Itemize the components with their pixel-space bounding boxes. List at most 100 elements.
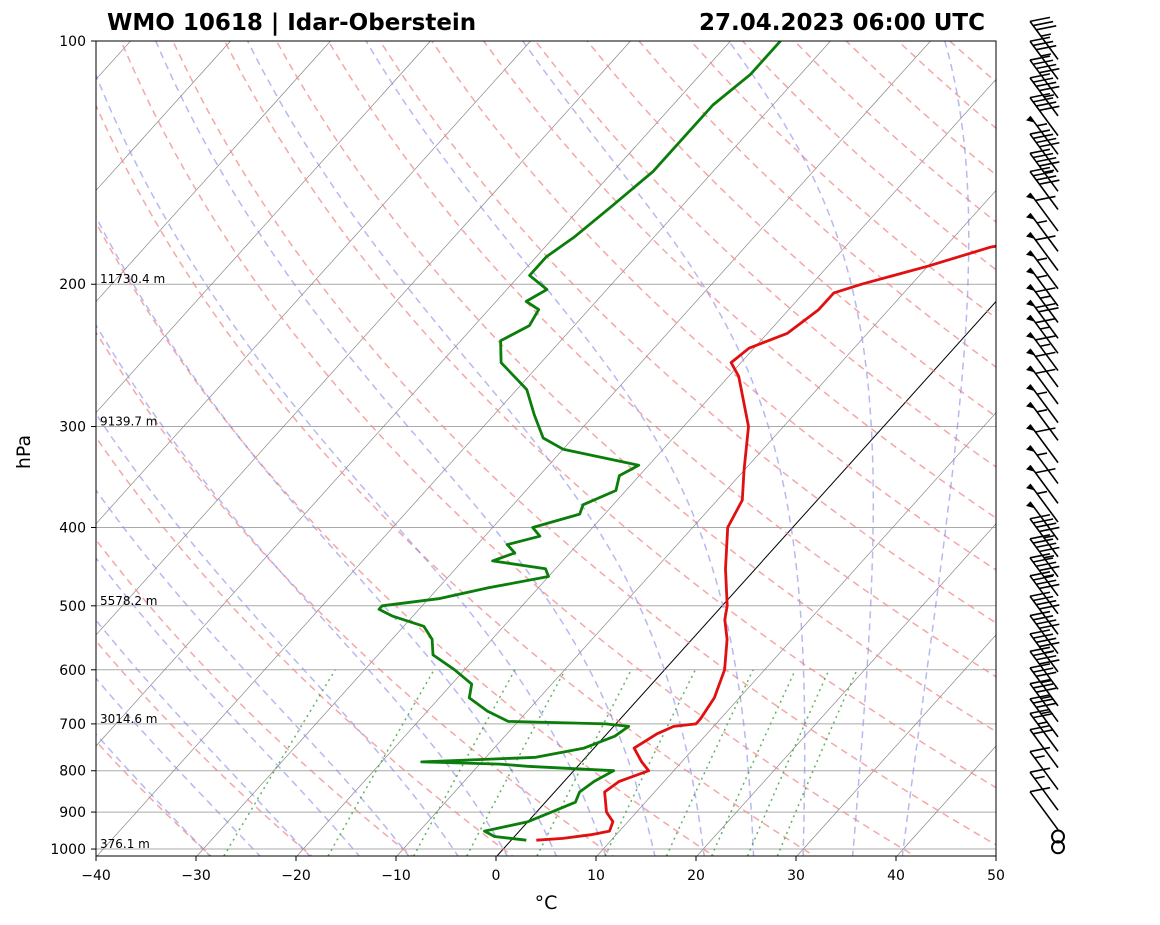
wind-barb <box>1026 115 1059 155</box>
isotherm-line <box>796 634 996 856</box>
barb-full <box>1035 467 1056 474</box>
dry-adiabat-line <box>327 41 996 678</box>
calm-circle <box>1051 829 1065 844</box>
dry-adiabat-line <box>275 41 996 733</box>
barb-full <box>1036 156 1057 163</box>
y-tick-label: 600 <box>59 663 86 679</box>
dry-adiabat-line <box>96 436 514 856</box>
moist-adiabat-line <box>155 41 656 856</box>
plot-frame <box>95 40 997 857</box>
barb-half <box>1040 33 1052 37</box>
dry-adiabat-line <box>690 41 996 320</box>
barb-staff <box>1029 667 1059 707</box>
x-tick-label: 10 <box>587 868 605 884</box>
barb-pennant <box>1026 366 1035 373</box>
barb-full <box>1039 641 1060 648</box>
moist-adiabat-line <box>246 41 705 856</box>
mixing-ratio-line <box>604 669 696 856</box>
x-tick-label: 50 <box>987 868 1005 884</box>
x-axis-label: °C <box>535 892 558 914</box>
barb-staff <box>1029 575 1059 615</box>
barb-half <box>1036 452 1048 456</box>
barb-pennant <box>1026 465 1035 472</box>
height-label: 5578.2 m <box>100 594 158 608</box>
mixing-ratio-line <box>223 669 336 856</box>
y-tick-label: 800 <box>59 764 86 780</box>
barb-full <box>1039 179 1060 185</box>
wind-barb <box>1029 166 1060 210</box>
barb-full <box>1039 623 1060 630</box>
dry-adiabat-line <box>96 330 615 856</box>
dry-adiabat-line <box>482 41 996 519</box>
dry-adiabat-line <box>172 41 996 846</box>
temperature-profile <box>536 244 996 842</box>
barb-full <box>1032 152 1054 159</box>
wind-barb <box>1029 36 1059 80</box>
y-tick-label: 200 <box>59 277 86 293</box>
wind-barb <box>1026 501 1059 541</box>
barb-half <box>1040 53 1052 57</box>
barb-full <box>1035 427 1056 433</box>
barb-pennant <box>1026 384 1035 391</box>
isotherm-line <box>596 412 996 856</box>
barb-pennant <box>1026 116 1035 123</box>
wind-barb <box>1029 16 1059 60</box>
y-axis-label: hPa <box>13 435 35 469</box>
moist-adiabat-line <box>728 41 875 856</box>
barb-full <box>1029 571 1051 577</box>
barb-full <box>1039 546 1060 553</box>
barb-full <box>1036 63 1057 70</box>
height-label: 11730.4 m <box>100 272 165 286</box>
wind-barb <box>1029 786 1059 831</box>
barb-full <box>1036 654 1057 661</box>
chart-title-time: 27.04.2023 06:00 UTC <box>699 10 985 36</box>
barb-staff <box>1029 595 1059 635</box>
barb-full <box>1029 92 1051 99</box>
barb-full <box>1029 767 1051 773</box>
mixing-ratio-line <box>536 669 632 856</box>
barb-pennant <box>1026 349 1035 356</box>
isotherm-line <box>96 41 531 525</box>
barb-staff <box>1029 464 1059 504</box>
dry-adiabat-line <box>586 41 996 418</box>
dry-adiabat-line <box>96 639 313 856</box>
y-tick-label: 100 <box>59 34 86 50</box>
barb-full <box>1039 565 1060 572</box>
wind-barb <box>1051 840 1065 855</box>
barb-half <box>1037 721 1048 725</box>
wind-barb <box>1026 424 1059 464</box>
barb-half <box>1036 490 1048 495</box>
barb-full <box>1039 105 1060 112</box>
wind-barb <box>1029 767 1059 811</box>
wind-barb <box>1026 483 1059 523</box>
barb-pennant <box>1026 284 1035 291</box>
barb-full <box>1036 542 1057 549</box>
isotherm-line <box>96 41 631 636</box>
barb-pennant <box>1026 193 1035 200</box>
barb-full <box>1039 141 1060 148</box>
dry-adiabat-line <box>431 41 996 571</box>
barb-pennant <box>1026 232 1035 239</box>
x-tick-label: −40 <box>81 868 111 884</box>
barb-full <box>1029 36 1051 43</box>
barb-full <box>1029 148 1051 155</box>
barb-staff <box>1029 232 1059 272</box>
barb-full <box>1035 368 1056 375</box>
barb-pennant <box>1026 315 1035 322</box>
wind-barb <box>1029 73 1060 117</box>
barb-staff <box>1029 59 1059 99</box>
calm-circle <box>1051 840 1065 855</box>
barb-half <box>1034 775 1045 780</box>
profile-lines <box>377 41 996 842</box>
wind-barb <box>1026 192 1059 232</box>
y-tick-label: 900 <box>59 805 86 821</box>
moist-adiabat-line <box>96 215 558 856</box>
x-tick-label: 0 <box>492 868 501 884</box>
moist-adiabat-line <box>96 677 261 856</box>
wind-barb <box>1026 212 1059 252</box>
barb-half <box>1043 94 1055 98</box>
mixing-ratio-line <box>746 669 830 856</box>
isotherm-line <box>96 41 831 856</box>
axis-ticks: −40 −30 −20 −10 0 10 20 30 40 50 1000 900 800 700 600 5… <box>50 34 1005 884</box>
